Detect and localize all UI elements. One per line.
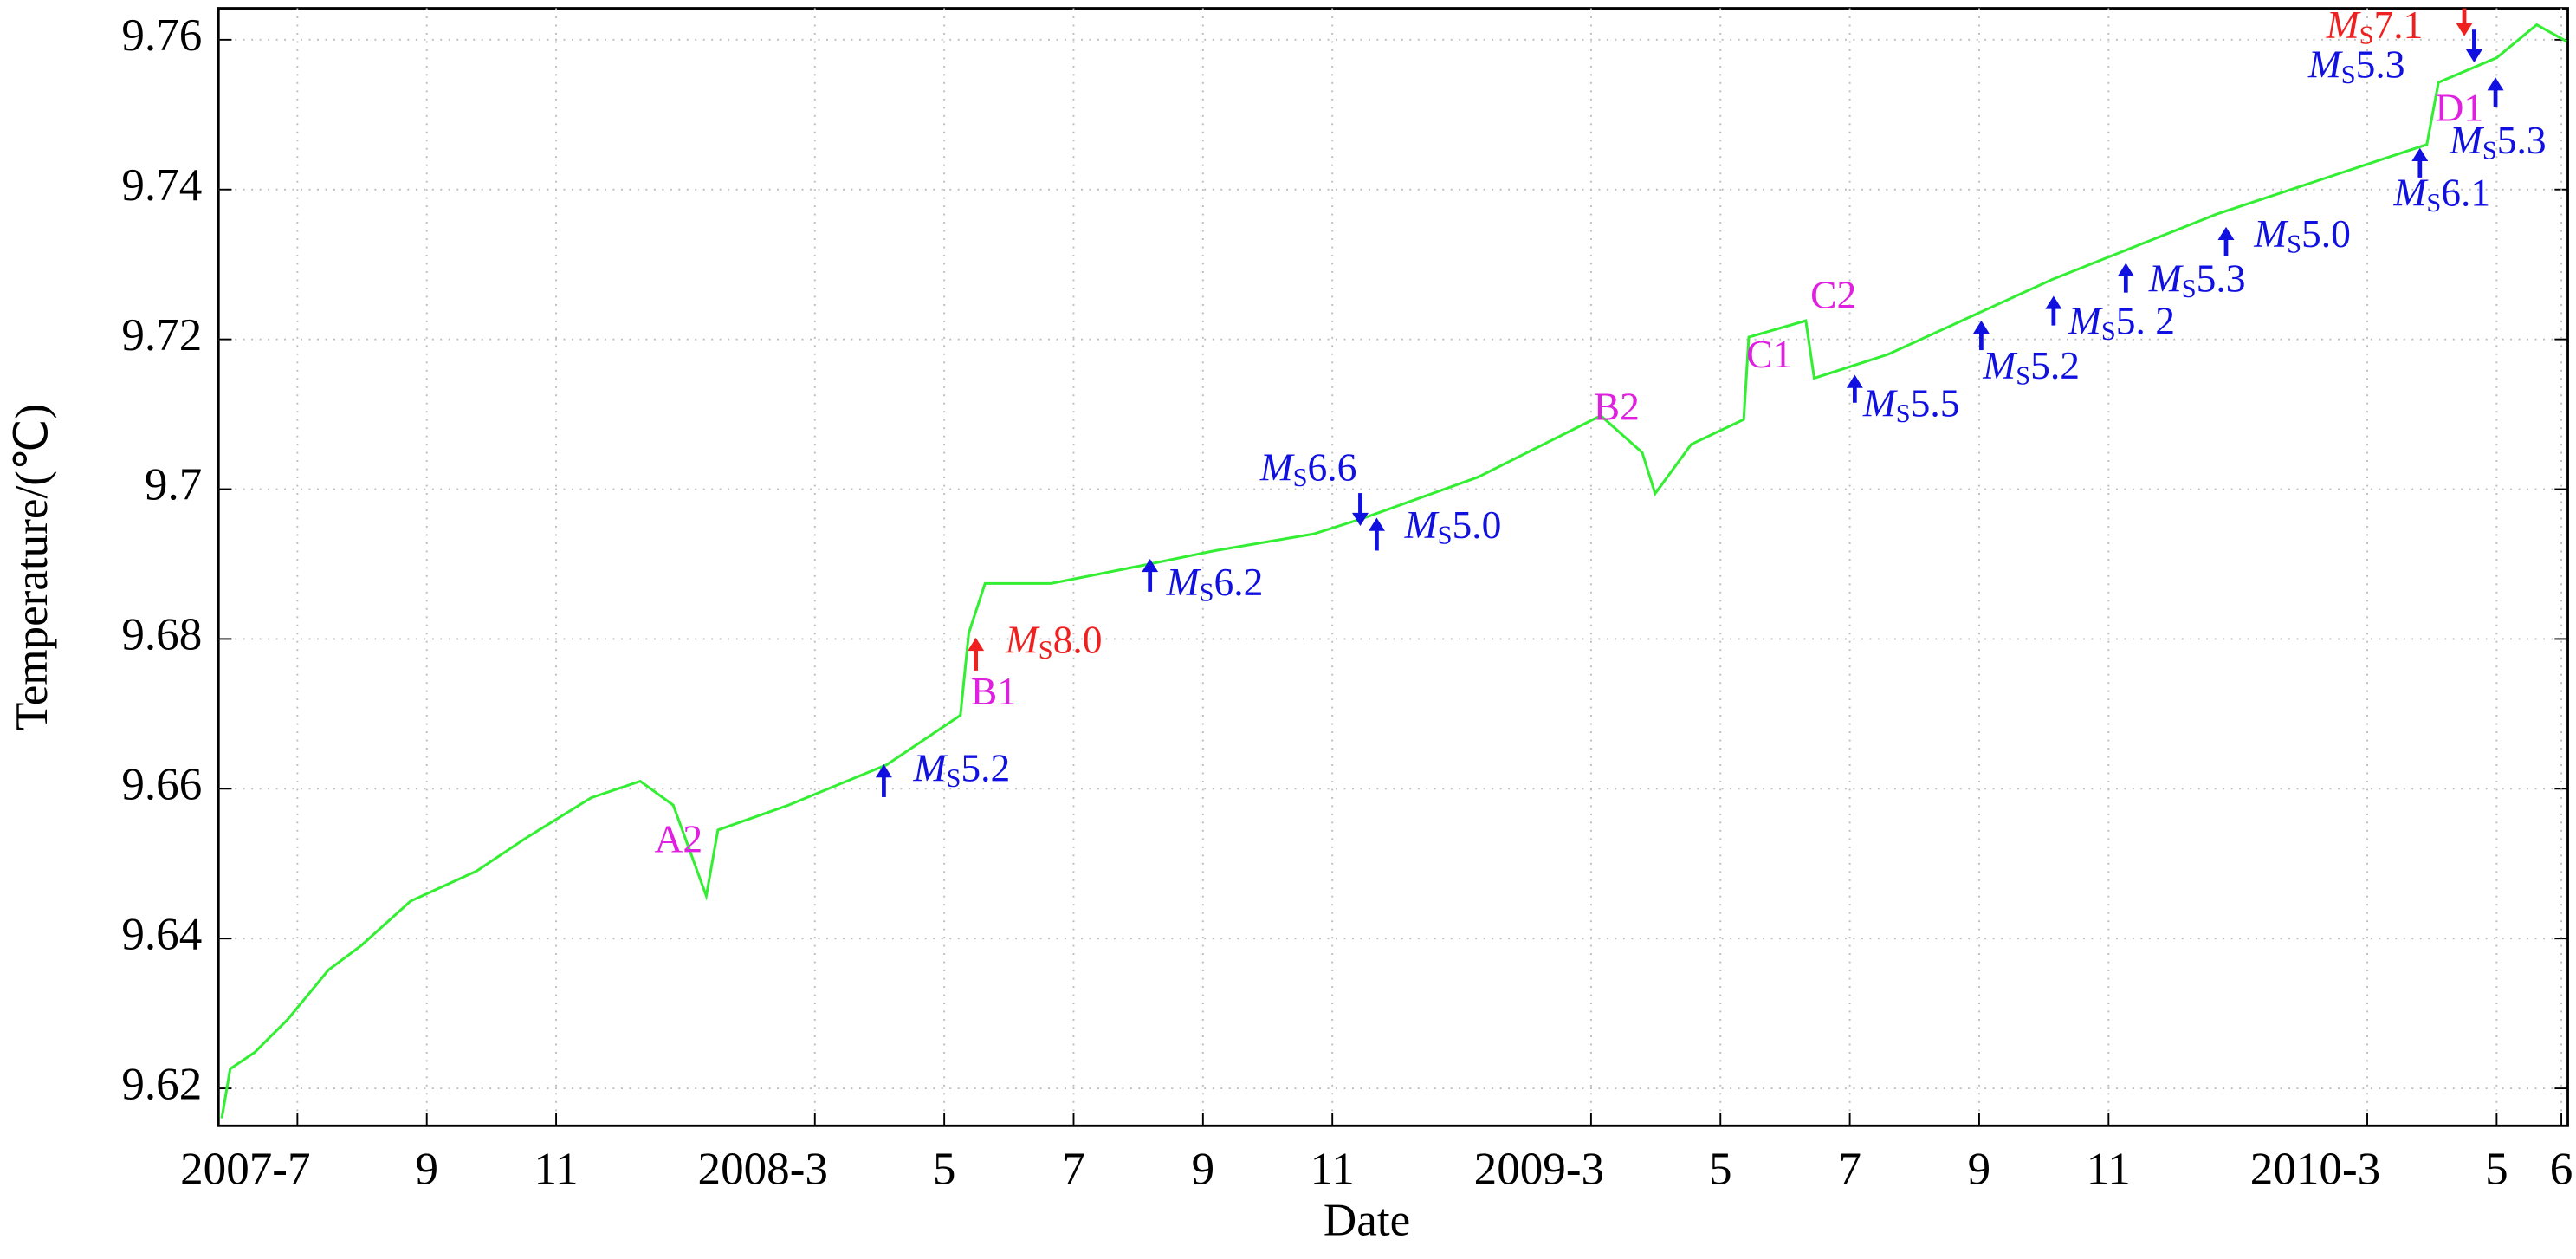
y-tick-label: 9.72 bbox=[121, 310, 202, 360]
y-tick-label: 9.76 bbox=[121, 10, 202, 61]
feature-label: C2 bbox=[1810, 273, 1856, 317]
y-tick-label: 9.74 bbox=[121, 160, 202, 211]
event-arrow-head bbox=[2411, 147, 2429, 161]
y-tick-label: 9.64 bbox=[121, 909, 202, 959]
event-arrow-head bbox=[2487, 77, 2504, 91]
event-label: MS5.3 bbox=[2148, 256, 2246, 303]
event-label: MS6.6 bbox=[1259, 445, 1357, 492]
feature-label: B2 bbox=[1594, 385, 1640, 429]
feature-label: B1 bbox=[971, 669, 1017, 713]
event-label: MS5.0 bbox=[1404, 503, 1502, 549]
event-label: MS5.5 bbox=[1862, 381, 1960, 428]
feature-label: C1 bbox=[1746, 332, 1792, 376]
x-tick-label: 9 bbox=[1968, 1144, 1991, 1194]
x-tick-label: 11 bbox=[1311, 1144, 1355, 1194]
event-arrow-head bbox=[875, 764, 892, 778]
event-label: MS5.2 bbox=[913, 746, 1011, 793]
y-tick-label: 9.62 bbox=[121, 1059, 202, 1109]
event-label: MS5. 2 bbox=[2068, 299, 2175, 346]
event-label: MS5.3 bbox=[2307, 42, 2405, 89]
event-label: MS8.0 bbox=[1005, 618, 1103, 665]
plot-frame bbox=[217, 7, 2569, 1127]
x-tick-label: 11 bbox=[534, 1144, 579, 1194]
x-tick-label: 2007-7 bbox=[180, 1144, 310, 1194]
y-axis-label: Temperature/(℃) bbox=[7, 404, 57, 730]
event-arrow-head bbox=[1972, 320, 1990, 334]
event-arrow-head bbox=[1351, 512, 1369, 527]
event-arrow-head bbox=[2456, 23, 2473, 36]
x-tick-label: 5 bbox=[1709, 1144, 1732, 1194]
y-tick-label: 9.66 bbox=[121, 759, 202, 809]
event-label: MS6.2 bbox=[1166, 561, 1264, 607]
x-tick-label: 2010-3 bbox=[2250, 1144, 2380, 1194]
x-tick-label: 7 bbox=[1062, 1144, 1085, 1194]
x-tick-label: 9 bbox=[1192, 1144, 1215, 1194]
event-label: MS6.1 bbox=[2392, 171, 2490, 217]
x-tick-label: 2009-3 bbox=[1474, 1144, 1604, 1194]
event-label: MS7.1 bbox=[2326, 3, 2424, 50]
event-arrow-head bbox=[1368, 517, 1385, 531]
event-arrow-head bbox=[1142, 558, 1159, 573]
x-axis-label: Date bbox=[1324, 1195, 1410, 1245]
event-arrow-head bbox=[2217, 226, 2235, 240]
event-label: MS5.2 bbox=[1982, 343, 2080, 390]
x-tick-label: 9 bbox=[415, 1144, 438, 1194]
event-label: MS5.0 bbox=[2253, 212, 2351, 259]
feature-label: D1 bbox=[2436, 85, 2484, 129]
x-tick-label: 5 bbox=[933, 1144, 956, 1194]
y-tick-label: 9.7 bbox=[145, 460, 202, 510]
y-tick-label: 9.68 bbox=[121, 610, 202, 660]
x-tick-label: 11 bbox=[2087, 1144, 2131, 1194]
x-tick-label: 2008-3 bbox=[698, 1144, 828, 1194]
feature-label: A2 bbox=[655, 817, 703, 861]
x-tick-label: 7 bbox=[1838, 1144, 1861, 1194]
x-tick-label: 6 bbox=[2550, 1144, 2573, 1194]
event-arrow-head bbox=[2465, 49, 2482, 63]
event-label: MS5.3 bbox=[2449, 118, 2547, 165]
event-arrow-head bbox=[2045, 295, 2062, 309]
x-tick-label: 5 bbox=[2485, 1144, 2508, 1194]
event-arrow-head bbox=[2117, 263, 2134, 276]
event-arrow-head bbox=[968, 637, 985, 652]
event-arrow-head bbox=[1846, 374, 1863, 388]
